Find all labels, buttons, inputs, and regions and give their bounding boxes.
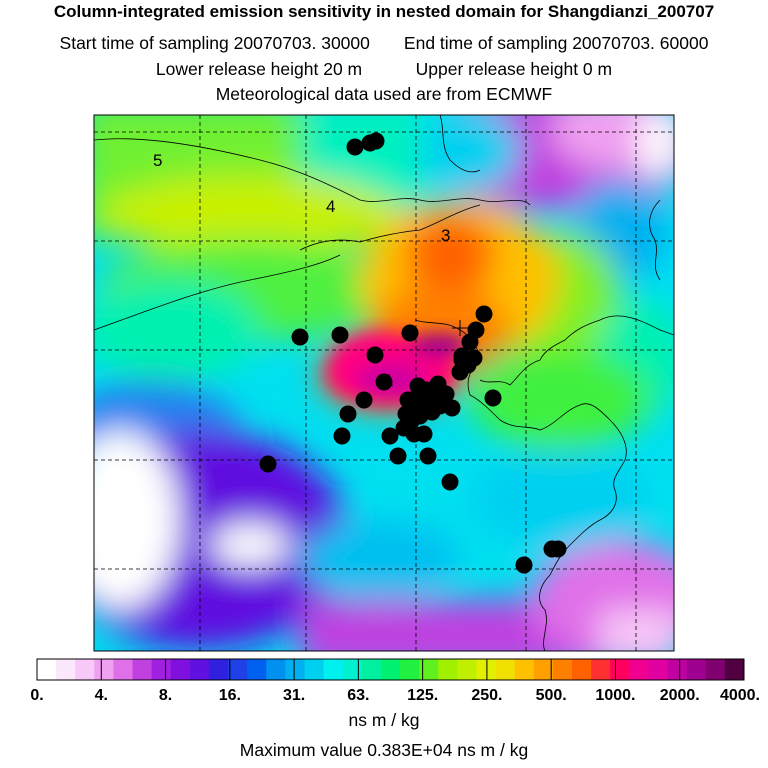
lower-release-label: Lower release height 20 m — [155, 59, 363, 79]
chart-title: Column-integrated emission sensitivity i… — [53, 2, 715, 21]
contour-label-5: 5 — [153, 151, 162, 170]
station-dots — [259, 132, 567, 574]
station-dot — [461, 333, 479, 351]
station-dot — [423, 403, 441, 421]
station-dot — [515, 556, 533, 574]
station-dot — [403, 411, 421, 429]
station-dot — [259, 455, 277, 473]
start-sampling-label: Start time of sampling 20070703. 30000 — [59, 33, 370, 53]
station-dot — [441, 473, 459, 491]
contour-label-4: 4 — [326, 197, 335, 216]
station-dot — [443, 399, 461, 417]
station-dot — [453, 351, 471, 369]
station-dot — [355, 391, 373, 409]
sensitivity-field — [94, 115, 674, 651]
max-value-label: Maximum value 0.383E+04 ns m / kg — [239, 740, 529, 760]
station-dot — [366, 346, 384, 364]
emission-sensitivity-map: 1 3 4 5 — [93, 114, 675, 652]
station-dot — [549, 540, 567, 558]
station-dot — [415, 425, 433, 443]
station-dot — [381, 427, 399, 445]
release-site-marker — [452, 320, 468, 336]
station-dot — [331, 326, 349, 344]
station-dot — [346, 138, 364, 156]
plot-frame — [93, 114, 675, 652]
upper-release-label: Upper release height 0 m — [415, 59, 613, 79]
station-dot — [409, 387, 427, 405]
release-height-line: Lower release height 20 m Upper release … — [0, 59, 768, 80]
station-dot — [367, 132, 385, 150]
station-dot — [339, 405, 357, 423]
station-dot — [484, 389, 502, 407]
station-dot — [291, 328, 309, 346]
coastlines-borders — [94, 115, 674, 651]
end-sampling-label: End time of sampling 20070703. 60000 — [403, 33, 709, 53]
met-data-label: Meteorological data used are from ECMWF — [215, 84, 553, 104]
contour-label-3: 3 — [441, 226, 450, 245]
sampling-time-line: Start time of sampling 20070703. 30000 E… — [0, 33, 768, 54]
station-dot — [429, 375, 447, 393]
station-dot — [401, 324, 419, 342]
station-dot — [389, 447, 407, 465]
station-dot — [475, 305, 493, 323]
colorbar-unit-label: ns m / kg — [348, 710, 420, 730]
station-dot — [419, 447, 437, 465]
station-dot — [375, 373, 393, 391]
station-dot — [333, 427, 351, 445]
